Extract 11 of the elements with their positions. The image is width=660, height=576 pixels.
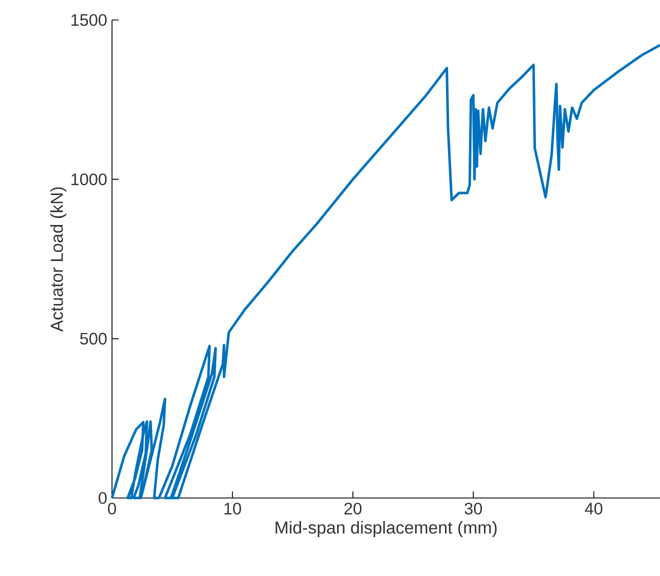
x-tick-label: 40 [584, 502, 602, 515]
x-axis-title: Mid-span displacement (mm) [276, 520, 497, 538]
x-tick-label: 0 [108, 502, 116, 515]
x-tick-label: 30 [464, 502, 482, 515]
x-tick-label: 20 [344, 502, 362, 515]
y-tick-label: 1000 [71, 173, 107, 186]
y-tick-label: 1500 [71, 14, 107, 26]
y-tick-label: 0 [98, 492, 107, 504]
y-tick-label: 500 [80, 332, 107, 345]
y-axis-title: Actuator Load (kN) [50, 187, 66, 332]
x-tick-label: 10 [224, 502, 242, 515]
